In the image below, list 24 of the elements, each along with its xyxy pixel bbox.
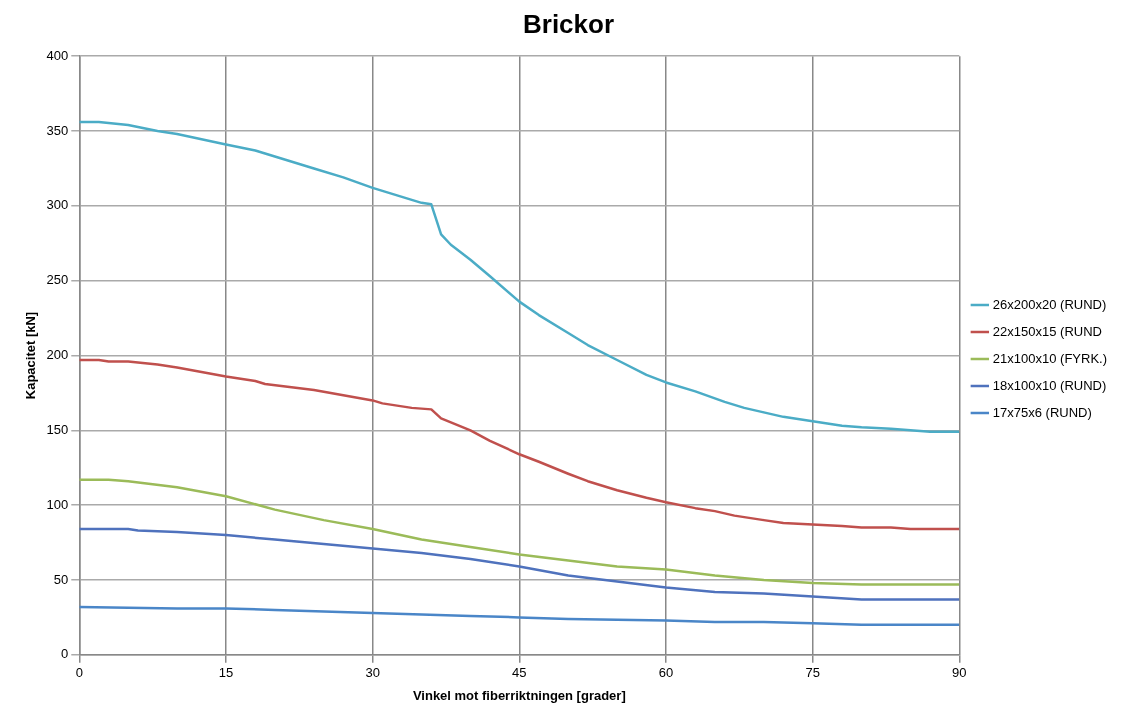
x-axis-title: Vinkel mot fiberriktningen [grader] xyxy=(412,687,626,703)
x-tick-label: 30 xyxy=(365,665,380,681)
x-tick-label: 45 xyxy=(512,665,527,681)
chart-title: Brickor xyxy=(522,8,615,39)
x-tick-label: 60 xyxy=(658,665,674,681)
y-axis-title: Kapacitet [kN] xyxy=(23,311,39,400)
legend-label: 21x100x10 (FYRK.) xyxy=(992,350,1108,366)
legend-label: 22x150x15 (RUND xyxy=(992,323,1102,339)
y-tick-label: 250 xyxy=(46,272,69,288)
x-tick-label: 0 xyxy=(75,665,83,681)
y-tick-label: 0 xyxy=(61,646,69,662)
x-tick-label: 15 xyxy=(218,665,234,681)
y-tick-label: 100 xyxy=(46,496,69,512)
y-tick-label: 200 xyxy=(46,347,69,363)
y-tick-label: 400 xyxy=(46,47,69,63)
y-tick-label: 350 xyxy=(46,122,69,138)
legend-label: 26x200x20 (RUND) xyxy=(992,296,1107,312)
x-tick-label: 75 xyxy=(805,665,820,681)
legend-label: 17x75x6 (RUND) xyxy=(992,404,1092,420)
x-tick-label: 90 xyxy=(952,665,967,681)
legend-label: 18x100x10 (RUND) xyxy=(992,377,1107,393)
y-tick-label: 300 xyxy=(46,197,69,213)
y-tick-label: 150 xyxy=(46,421,69,437)
y-tick-label: 50 xyxy=(53,571,69,587)
